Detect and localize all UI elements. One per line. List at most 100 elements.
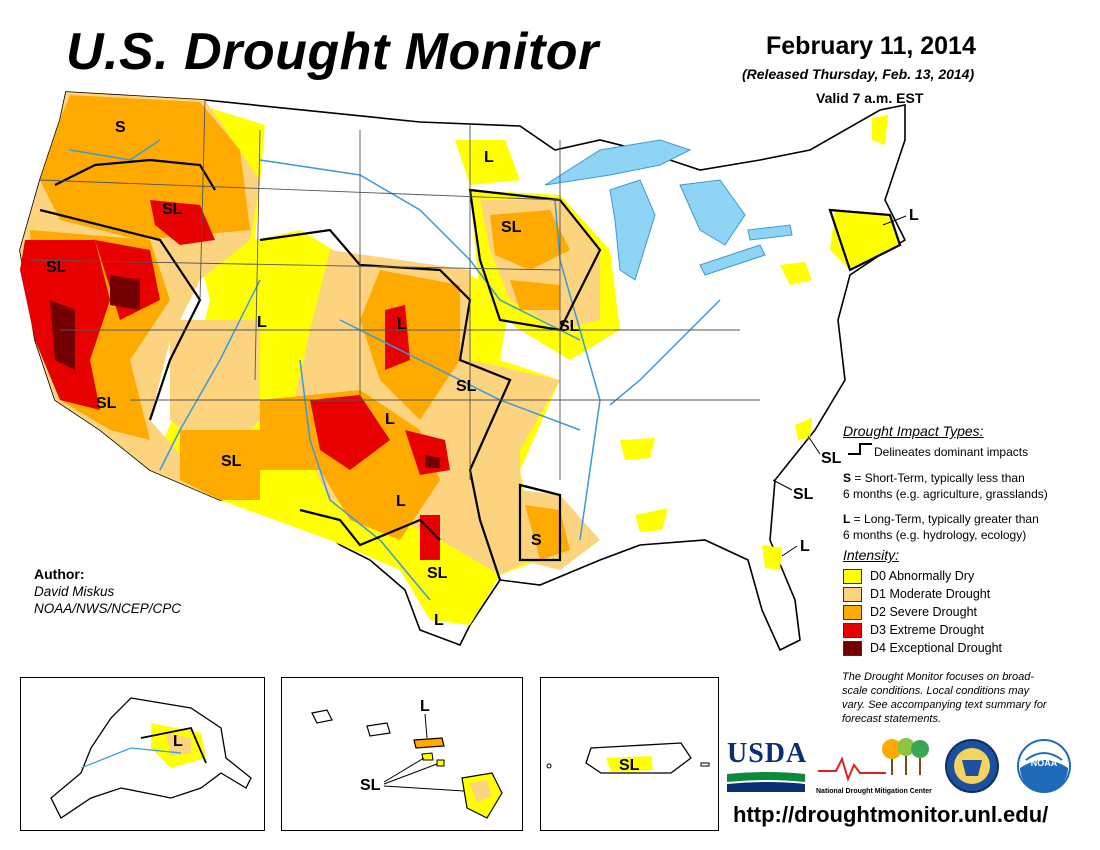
boundary-tx: [299, 508, 441, 547]
label-az-sl: SL: [221, 453, 242, 470]
usda-logo-graphic: [727, 772, 805, 792]
d2-ks: [360, 270, 460, 420]
legend-d1: D1 Moderate Drought: [843, 585, 990, 603]
legend-label-d0: D0 Abnormally Dry: [870, 569, 975, 583]
d0-ne2: [872, 115, 888, 145]
d2-sd: [490, 210, 570, 270]
impact-l-key: L: [843, 512, 851, 526]
legend-swatch-d0: [843, 568, 862, 584]
legend-d4: D4 Exceptional Drought: [843, 639, 1002, 657]
label-sc-sl: SL: [793, 486, 814, 503]
state-lines-ew1: [39, 179, 561, 201]
impact-long-term: L = Long-Term, typically greater than 6 …: [843, 511, 1039, 543]
legend-d0: D0 Abnormally Dry: [843, 567, 974, 585]
label-tx-sl: SL: [427, 565, 448, 582]
river-ohio: [609, 299, 721, 406]
note-line-2: scale conditions. Local conditions may: [842, 685, 1030, 697]
d3-co: [385, 305, 410, 370]
hawaii-label-sl: SL: [360, 777, 381, 794]
note-line-3: vary. See accompanying text summary for: [842, 699, 1047, 711]
d0-se2: [635, 508, 668, 532]
leader-fl: [781, 545, 798, 557]
legend-label-d4: D4 Exceptional Drought: [870, 641, 1003, 655]
note-line-4: forecast statements.: [842, 713, 942, 725]
commerce-seal-icon: [945, 739, 999, 793]
disclaimer-note: The Drought Monitor focuses on broad- sc…: [842, 670, 1082, 726]
pr-d0: [606, 756, 653, 772]
d4-ca: [50, 300, 75, 370]
hawaii-big-island-d1: [470, 780, 492, 803]
d0-se1: [620, 438, 655, 460]
label-id-sl: SL: [162, 201, 183, 218]
hawaii-lanai: [436, 759, 445, 767]
leader-sc: [772, 479, 793, 491]
pr-label-sl: SL: [619, 757, 640, 774]
legend-d3: D3 Extreme Drought: [843, 621, 984, 639]
ndmc-logo-text: National Drought Mitigation Center: [816, 788, 932, 795]
legend-swatch-d2: [843, 604, 862, 620]
d4-ok: [425, 455, 440, 468]
lake-huron: [679, 179, 746, 246]
noaa-logo-icon: NOAA: [1017, 739, 1071, 793]
lake-superior: [544, 139, 692, 186]
d0-ne: [830, 210, 900, 270]
d0-nc: [795, 418, 812, 440]
alaska-outline: [50, 697, 252, 819]
impact-delineates: Delineates dominant impacts: [874, 445, 1029, 459]
d0-ny: [780, 262, 812, 285]
label-tx-l2: L: [434, 612, 444, 629]
d2-ia: [510, 280, 560, 310]
impact-types-title: Drought Impact Types:: [843, 423, 984, 439]
label-la-s: S: [531, 532, 542, 549]
author-name: David Miskus: [34, 584, 115, 599]
label-co-l: L: [397, 316, 407, 333]
hawaii-oahu: [366, 722, 391, 737]
label-ks-sl: SL: [456, 378, 477, 395]
noaa-logo-text: NOAA: [1031, 758, 1058, 768]
hawaii-maui-group: [413, 737, 445, 749]
label-nm-l: L: [385, 411, 395, 428]
river-columbia: [69, 139, 161, 161]
alaska-map: L: [50, 697, 252, 819]
author-org: NOAA/NWS/NCEP/CPC: [34, 601, 182, 616]
delineation-line-icon: [848, 443, 872, 455]
legend-label-d1: D1 Moderate Drought: [870, 587, 991, 601]
usda-logo: USDA: [727, 738, 808, 793]
legend-swatch-d1: [843, 586, 862, 602]
lake-erie: [699, 244, 766, 276]
label-ne-l: L: [909, 207, 919, 224]
lake-ontario: [747, 224, 793, 241]
impact-l-line2: 6 months (e.g. hydrology, ecology): [843, 528, 1027, 542]
leader-ne: [882, 215, 907, 226]
river-arkansas: [339, 319, 581, 431]
state-lines-ns2: [254, 129, 261, 381]
label-wa-s: S: [115, 119, 126, 136]
impact-s-line1: = Short-Term, typically less than: [851, 471, 1025, 485]
website-url[interactable]: http://droughtmonitor.unl.edu/: [733, 802, 1049, 827]
puerto-rico-map: SL: [546, 742, 710, 774]
label-sd-sl: SL: [501, 219, 522, 236]
boundary-ne: [828, 208, 902, 272]
hawaii-molokai: [421, 752, 434, 761]
label-nd-l: L: [484, 149, 494, 166]
state-lines-ns1: [199, 99, 206, 301]
boundary-pnw: [54, 158, 216, 191]
valid-time: Valid 7 a.m. EST: [816, 90, 924, 106]
legend-swatch-d4: [843, 640, 862, 656]
impact-s-key: S: [843, 471, 852, 485]
hawaii-kauai: [311, 709, 333, 724]
label-ca-sl2: SL: [96, 395, 117, 412]
river-colorado: [159, 279, 261, 471]
alaska-label-l: L: [173, 733, 183, 750]
legend-d2: D2 Severe Drought: [843, 603, 977, 621]
alaska-d1: [166, 733, 191, 756]
ndmc-logo-graphic: [818, 738, 929, 782]
ndmc-logo: National Drought Mitigation Center: [816, 735, 934, 797]
hawaii-inset: L SL: [281, 677, 523, 831]
impact-l-line1: = Long-Term, typically greater than: [850, 512, 1039, 526]
impact-short-term: S = Short-Term, typically less than 6 mo…: [843, 470, 1048, 502]
river-rio-grande: [299, 359, 431, 601]
label-ia-sl: SL: [559, 318, 580, 335]
usda-logo-text: USDA: [727, 738, 808, 769]
